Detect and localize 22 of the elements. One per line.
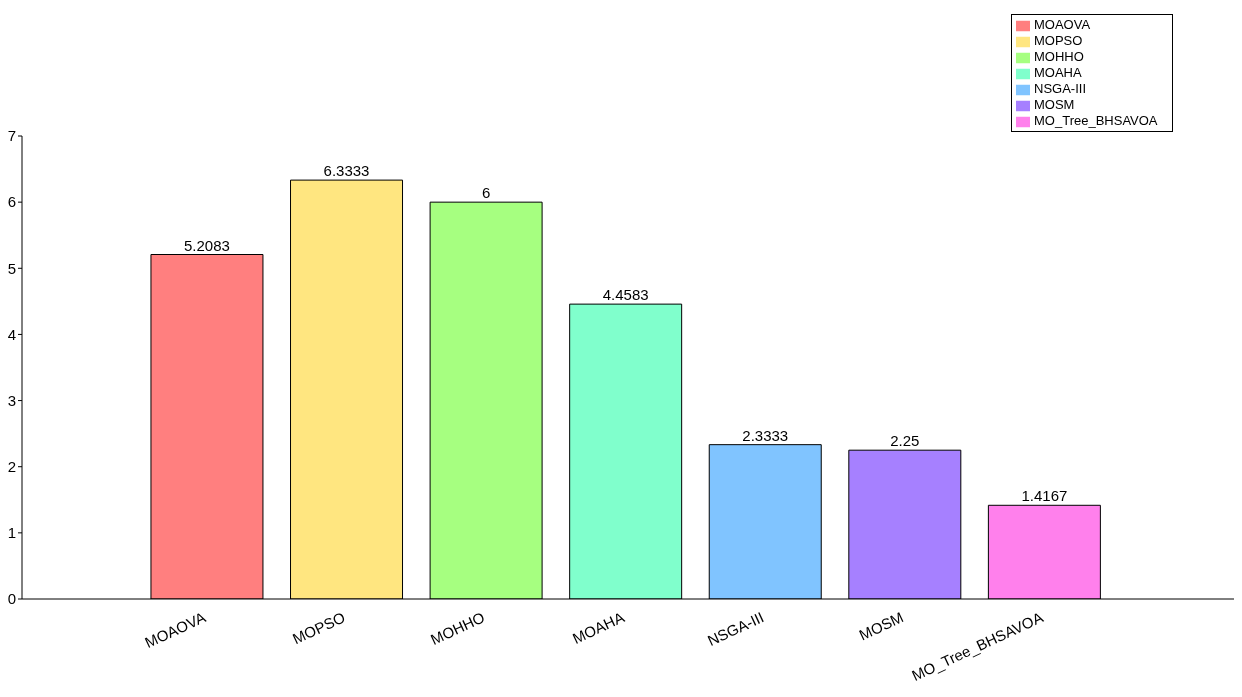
y-tick-label: 2 [7,458,16,476]
legend-label: MOAOVA [1034,17,1091,32]
data-label: 2.3333 [742,426,789,444]
y-tick-label: 7 [7,127,16,145]
y-tick-label: 1 [7,524,16,542]
legend-label: MO_Tree_BHSAVOA [1034,113,1158,128]
y-tick-label: 3 [7,391,16,409]
data-label: 6 [481,184,491,202]
legend-label: MOSM [1034,97,1075,112]
data-label: 4.4583 [602,286,649,304]
y-tick-label: 5 [7,259,16,277]
y-tick-label: 6 [7,193,16,211]
data-label: 2.25 [890,432,920,450]
data-label: 6.3333 [323,162,370,180]
data-label: 1.4167 [1021,487,1068,505]
y-tick-label: 4 [7,325,16,343]
legend-label: MOPSO [1034,33,1083,48]
legend-label: MOAHA [1034,65,1082,80]
y-tick-label: 0 [7,590,16,608]
data-label: 5.2083 [184,236,230,254]
legend-label: NSGA-III [1034,81,1087,96]
legend-label: MOHHO [1034,49,1084,64]
